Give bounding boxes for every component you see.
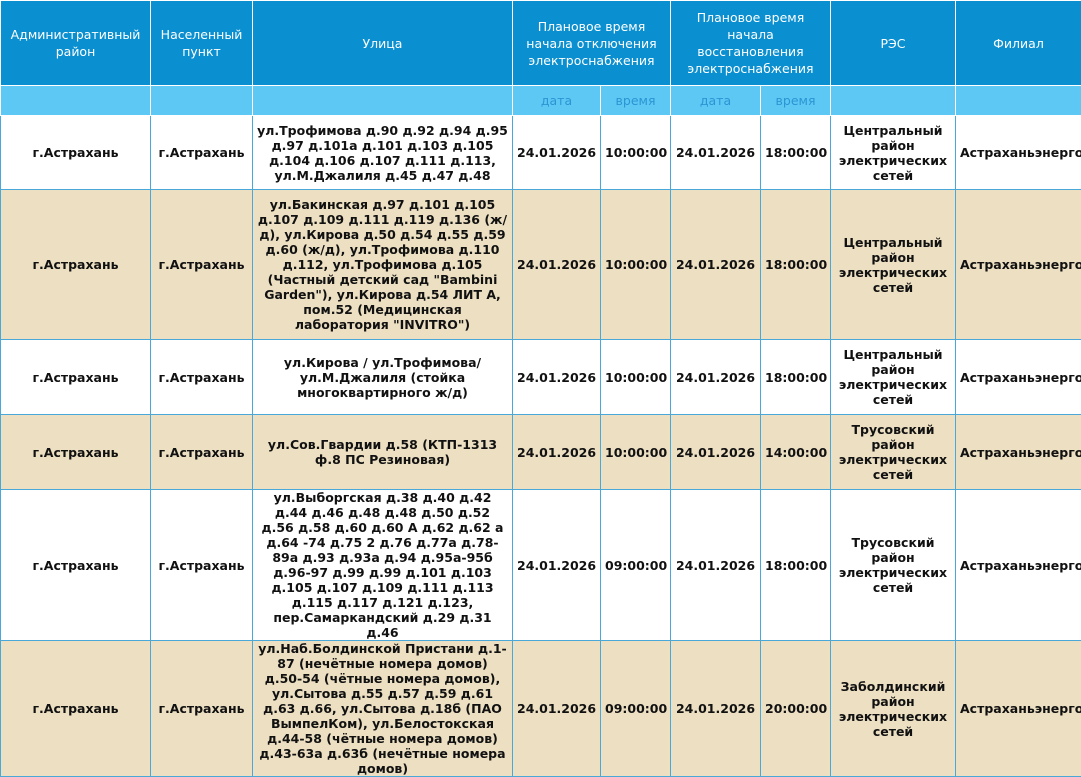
cell-branch: Астраханьэнерго <box>956 641 1081 777</box>
cell-district: г.Астрахань <box>1 190 151 340</box>
cell-outage-date: 24.01.2026 <box>513 116 601 190</box>
header-branch: Филиал <box>956 1 1081 86</box>
cell-restore-date: 24.01.2026 <box>671 641 761 777</box>
cell-outage-date: 24.01.2026 <box>513 190 601 340</box>
cell-restore-date: 24.01.2026 <box>671 340 761 415</box>
header-restore-start: Плановое время начала восстановления эле… <box>671 1 831 86</box>
subheader-on-date: дата <box>671 86 761 116</box>
cell-restore-time: 20:00:00 <box>761 641 831 777</box>
cell-restore-time: 18:00:00 <box>761 116 831 190</box>
cell-locality: г.Астрахань <box>151 340 253 415</box>
cell-district: г.Астрахань <box>1 116 151 190</box>
cell-outage-date: 24.01.2026 <box>513 415 601 490</box>
cell-restore-date: 24.01.2026 <box>671 116 761 190</box>
cell-locality: г.Астрахань <box>151 116 253 190</box>
cell-district: г.Астрахань <box>1 490 151 641</box>
cell-restore-time: 18:00:00 <box>761 340 831 415</box>
subheader-empty <box>956 86 1081 116</box>
cell-restore-time: 18:00:00 <box>761 490 831 641</box>
cell-district: г.Астрахань <box>1 340 151 415</box>
cell-branch: Астраханьэнерго <box>956 116 1081 190</box>
cell-res: Заболдинский район электрических сетей <box>831 641 956 777</box>
subheader-off-time: время <box>601 86 671 116</box>
cell-res: Центральный район электрических сетей <box>831 190 956 340</box>
cell-restore-date: 24.01.2026 <box>671 415 761 490</box>
cell-street: ул.Бакинская д.97 д.101 д.105 д.107 д.10… <box>253 190 513 340</box>
cell-locality: г.Астрахань <box>151 641 253 777</box>
subheader-empty <box>151 86 253 116</box>
cell-res: Центральный район электрических сетей <box>831 340 956 415</box>
cell-locality: г.Астрахань <box>151 415 253 490</box>
cell-street: ул.Кирова / ул.Трофимова/ ул.М.Джалиля (… <box>253 340 513 415</box>
header-street: Улица <box>253 1 513 86</box>
cell-branch: Астраханьэнерго <box>956 415 1081 490</box>
cell-restore-time: 18:00:00 <box>761 190 831 340</box>
cell-restore-date: 24.01.2026 <box>671 490 761 641</box>
header-district: Административный район <box>1 1 151 86</box>
cell-branch: Астраханьэнерго <box>956 490 1081 641</box>
subheader-empty <box>253 86 513 116</box>
cell-street: ул.Наб.Болдинской Пристани д.1-87 (нечёт… <box>253 641 513 777</box>
cell-street: ул.Выборгская д.38 д.40 д.42 д.44 д.46 д… <box>253 490 513 641</box>
subheader-on-time: время <box>761 86 831 116</box>
cell-district: г.Астрахань <box>1 641 151 777</box>
cell-restore-date: 24.01.2026 <box>671 190 761 340</box>
cell-outage-time: 10:00:00 <box>601 190 671 340</box>
subheader-empty <box>831 86 956 116</box>
cell-branch: Астраханьэнерго <box>956 190 1081 340</box>
cell-district: г.Астрахань <box>1 415 151 490</box>
cell-res: Трусовский район электрических сетей <box>831 415 956 490</box>
cell-outage-date: 24.01.2026 <box>513 641 601 777</box>
subheader-off-date: дата <box>513 86 601 116</box>
cell-restore-time: 14:00:00 <box>761 415 831 490</box>
cell-locality: г.Астрахань <box>151 490 253 641</box>
cell-res: Центральный район электрических сетей <box>831 116 956 190</box>
cell-locality: г.Астрахань <box>151 190 253 340</box>
cell-outage-date: 24.01.2026 <box>513 340 601 415</box>
cell-outage-time: 09:00:00 <box>601 641 671 777</box>
header-outage-start: Плановое время начала отключения электро… <box>513 1 671 86</box>
cell-branch: Астраханьэнерго <box>956 340 1081 415</box>
cell-outage-time: 10:00:00 <box>601 340 671 415</box>
cell-outage-time: 10:00:00 <box>601 415 671 490</box>
cell-res: Трусовский район электрических сетей <box>831 490 956 641</box>
cell-outage-time: 09:00:00 <box>601 490 671 641</box>
subheader-empty <box>1 86 151 116</box>
cell-outage-date: 24.01.2026 <box>513 490 601 641</box>
cell-outage-time: 10:00:00 <box>601 116 671 190</box>
cell-street: ул.Сов.Гвардии д.58 (КТП-1313 ф.8 ПС Рез… <box>253 415 513 490</box>
header-res: РЭС <box>831 1 956 86</box>
header-locality: Населенный пункт <box>151 1 253 86</box>
cell-street: ул.Трофимова д.90 д.92 д.94 д.95 д.97 д.… <box>253 116 513 190</box>
